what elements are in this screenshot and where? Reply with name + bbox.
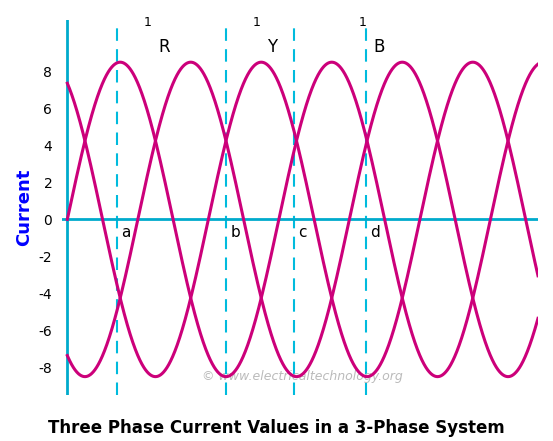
Text: © www.electricaltechnology.org: © www.electricaltechnology.org: [202, 370, 403, 383]
Text: Y: Y: [267, 38, 278, 56]
Text: 1: 1: [144, 16, 152, 29]
Text: 1: 1: [359, 16, 367, 29]
Text: d: d: [370, 225, 379, 240]
Text: b: b: [230, 225, 240, 240]
Text: B: B: [373, 38, 384, 56]
Text: a: a: [121, 225, 131, 240]
Text: Three Phase Current Values in a 3-Phase System: Three Phase Current Values in a 3-Phase …: [48, 419, 505, 437]
Text: R: R: [158, 38, 170, 56]
Text: c: c: [298, 225, 306, 240]
Y-axis label: Current: Current: [15, 169, 33, 246]
Text: 1: 1: [253, 16, 261, 29]
